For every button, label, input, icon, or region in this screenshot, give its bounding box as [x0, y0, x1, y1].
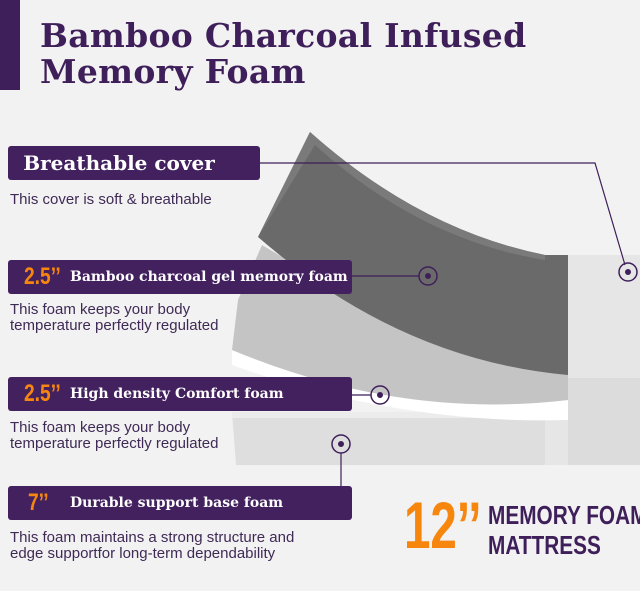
product-name-line-1: MEMORY FOAM [488, 500, 640, 530]
layer-label-text: Breathable cover [23, 151, 215, 175]
title-line-2: Memory Foam [40, 52, 306, 91]
callout-dot-base-center [338, 441, 344, 447]
charcoal-foam-layer [258, 132, 568, 375]
callout-dot-comfort [370, 385, 390, 405]
base-foam-layer [232, 412, 570, 465]
layer-desc-line: temperature perfectly regulated [10, 435, 219, 452]
product-name-line-2: MATTRESS [488, 530, 601, 560]
layer-desc-comfort: This foam keeps your body temperature pe… [10, 420, 218, 452]
layer-desc-line: This cover is soft & breathable [10, 191, 212, 208]
layer-desc-cover: This cover is soft & breathable [10, 192, 212, 208]
callout-dot-cover [618, 262, 638, 282]
callout-dot-gel-center [425, 273, 431, 279]
title-line-1: Bamboo Charcoal Infused [40, 16, 527, 55]
layer-desc-line: This foam keeps your body [10, 301, 191, 318]
layer-desc-line: temperature perfectly regulated [10, 317, 219, 334]
title-accent [0, 0, 20, 90]
layer-desc-line: This foam keeps your body [10, 419, 191, 436]
layer-label-base: 7’’ Durable support base foam [8, 486, 352, 520]
page-title: Bamboo Charcoal Infused Memory Foam [40, 18, 526, 90]
layer-desc-line: edge supportfor long-term dependability [10, 545, 276, 562]
callout-dot-gel [418, 266, 438, 286]
layer-label-cover: Breathable cover [8, 146, 260, 180]
layer-desc-line: This foam maintains a strong structure a… [10, 529, 295, 546]
layer-thickness: 7’’ [28, 489, 49, 516]
layer-desc-gel: This foam keeps your body temperature pe… [10, 302, 218, 334]
callout-dot-comfort-center [377, 392, 383, 398]
callout-dot-cover-center [625, 269, 631, 275]
layer-desc-base: This foam maintains a strong structure a… [10, 530, 294, 562]
layer-label-text: High density Comfort foam [70, 386, 284, 402]
layer-thickness: 2.5’’ [24, 380, 61, 407]
layer-label-comfort: 2.5’’ High density Comfort foam [8, 377, 352, 411]
callout-dot-base [331, 434, 351, 454]
layer-label-gel: 2.5’’ Bamboo charcoal gel memory foam [8, 260, 352, 294]
product-name: MEMORY FOAM MATTRESS [488, 500, 640, 560]
knit-cover-lower [568, 378, 640, 465]
layer-label-text: Bamboo charcoal gel memory foam [70, 269, 348, 285]
callout-line-cover [260, 162, 626, 266]
mattress-height: 12’’ [404, 488, 482, 562]
layer-thickness: 2.5’’ [24, 263, 61, 290]
layer-label-text: Durable support base foam [70, 495, 284, 511]
